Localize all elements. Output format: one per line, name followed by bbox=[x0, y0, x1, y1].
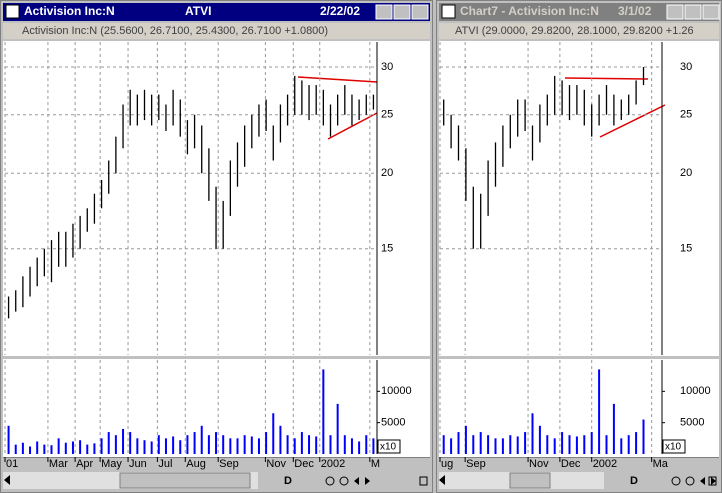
y-tick-label: 25 bbox=[381, 109, 393, 121]
close-button[interactable] bbox=[411, 4, 429, 20]
maximize-button[interactable] bbox=[393, 4, 411, 20]
inner-title: Activision Inc:N (25.5600, 26.7100, 25.4… bbox=[22, 25, 328, 37]
y-tick-label: 20 bbox=[680, 167, 692, 179]
page-left[interactable] bbox=[354, 477, 359, 485]
y-tick-label: 15 bbox=[381, 243, 393, 255]
zoom-in[interactable] bbox=[685, 476, 695, 486]
toolbar-button[interactable]: D bbox=[630, 475, 638, 487]
zoom-out[interactable] bbox=[671, 476, 681, 486]
x-tick-label: Dec bbox=[561, 458, 581, 470]
x-tick-label: May bbox=[101, 458, 122, 470]
x-tick-label: Sep bbox=[466, 458, 486, 470]
scroll-thumb[interactable] bbox=[119, 472, 251, 489]
window-symbol: ATVI bbox=[185, 4, 211, 18]
volume-tick-label: 5000 bbox=[680, 417, 704, 429]
page-right[interactable] bbox=[365, 477, 370, 485]
y-tick-label: 15 bbox=[680, 243, 692, 255]
x-tick-label: Nov bbox=[266, 458, 286, 470]
window: Activision Inc:N ATVI 2/22/02 Activision… bbox=[0, 0, 433, 493]
pane-divider bbox=[3, 356, 430, 359]
x-tick-label: 01 bbox=[6, 458, 18, 470]
x-axis-line bbox=[3, 457, 430, 458]
layout-button[interactable] bbox=[708, 476, 717, 486]
x-tick-label: Apr bbox=[76, 458, 93, 470]
y-tick-label: 30 bbox=[381, 61, 393, 73]
x-tick-label: Ma bbox=[653, 458, 669, 470]
trendline bbox=[327, 112, 378, 140]
window-title: Activision Inc:N bbox=[24, 4, 115, 18]
x-tick-label: Nov bbox=[529, 458, 549, 470]
page-left[interactable] bbox=[700, 477, 705, 485]
close-button[interactable] bbox=[702, 4, 720, 20]
volume-unit-box bbox=[662, 439, 686, 454]
x-tick-label: ug bbox=[441, 458, 453, 470]
x-tick-label: 2002 bbox=[321, 458, 345, 470]
title-bar[interactable] bbox=[3, 3, 430, 21]
page-right[interactable] bbox=[711, 477, 716, 485]
scroll-left[interactable] bbox=[4, 475, 10, 485]
window-icon[interactable] bbox=[441, 4, 456, 19]
minimize-button[interactable] bbox=[375, 4, 393, 20]
toolbar-button[interactable]: D bbox=[284, 475, 292, 487]
window-icon[interactable] bbox=[5, 4, 20, 19]
x-tick-label: Dec bbox=[294, 458, 314, 470]
scroll-left[interactable] bbox=[439, 475, 445, 485]
minimize-button[interactable] bbox=[666, 4, 684, 20]
maximize-button[interactable] bbox=[684, 4, 702, 20]
zoom-out[interactable] bbox=[325, 476, 335, 486]
inner-title: ATVI (29.0000, 29.8200, 28.1000, 29.8200… bbox=[455, 25, 694, 37]
x-tick-label: Mar bbox=[49, 458, 68, 470]
x-tick-label: 2002 bbox=[593, 458, 617, 470]
trendline bbox=[564, 77, 649, 80]
x-tick-label: Jul bbox=[158, 458, 172, 470]
trendline bbox=[599, 104, 666, 138]
pane-divider bbox=[439, 356, 719, 359]
x-tick-label: Sep bbox=[219, 458, 239, 470]
trendline bbox=[297, 76, 378, 83]
title-bar[interactable] bbox=[439, 3, 719, 21]
zoom-in[interactable] bbox=[339, 476, 349, 486]
layout-button[interactable] bbox=[419, 476, 428, 486]
window-title: Chart7 - Activision Inc:N bbox=[460, 4, 599, 18]
x-tick-label: Jun bbox=[129, 458, 147, 470]
volume-unit: x10 bbox=[380, 442, 397, 453]
volume-tick-label: 10000 bbox=[381, 385, 412, 397]
x-tick-label: M bbox=[371, 458, 380, 470]
inner-title-bar bbox=[3, 23, 430, 39]
volume-tick-label: 5000 bbox=[381, 417, 405, 429]
window-date: 3/1/02 bbox=[618, 4, 652, 18]
volume-tick-label: 10000 bbox=[680, 385, 711, 397]
x-tick-label: Aug bbox=[186, 458, 206, 470]
volume-unit: x10 bbox=[665, 442, 682, 453]
y-tick-label: 30 bbox=[680, 61, 692, 73]
volume-unit-box bbox=[377, 439, 401, 454]
window-date: 2/22/02 bbox=[320, 4, 360, 18]
y-tick-label: 20 bbox=[381, 167, 393, 179]
inner-title-bar bbox=[439, 23, 719, 39]
x-axis-line bbox=[439, 457, 719, 458]
window: Chart7 - Activision Inc:N 3/1/02 ATVI (2… bbox=[436, 0, 722, 493]
scroll-thumb[interactable] bbox=[509, 472, 551, 489]
y-tick-label: 25 bbox=[680, 109, 692, 121]
chart-area bbox=[439, 41, 719, 458]
